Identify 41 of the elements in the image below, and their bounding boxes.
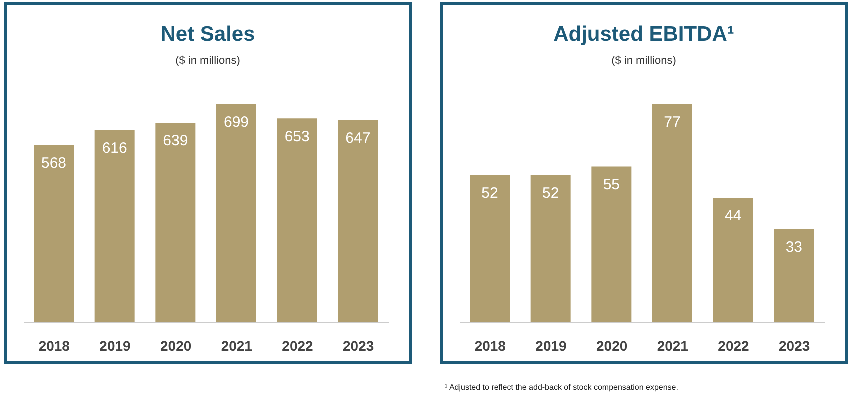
x-tick-label: 2022 [718, 338, 750, 354]
data-label: 639 [163, 132, 188, 150]
chart-subtitle: ($ in millions) [610, 55, 678, 67]
chart-title: Adjusted EBITDA¹ [552, 23, 736, 47]
bar [34, 145, 74, 323]
bar [713, 198, 754, 323]
text: ¹ Adjusted to reflect the add-back of stock compensation expense. [445, 383, 678, 392]
chart-subtitle: ($ in millions) [174, 55, 242, 67]
x-tick-label: 2022 [282, 338, 314, 354]
data-label: 647 [346, 130, 371, 148]
bar [277, 118, 318, 323]
x-tick-label: 2018 [38, 338, 70, 354]
data-label: 52 [482, 184, 498, 202]
x-tick-label: 2019 [100, 338, 132, 354]
data-label: 616 [102, 140, 128, 157]
x-tick-label: 2020 [596, 338, 628, 354]
x-tick-label: 2019 [536, 338, 568, 354]
data-label: 77 [664, 114, 681, 131]
bar [774, 229, 814, 323]
data-label: 568 [41, 154, 67, 172]
x-tick-label: 2021 [657, 338, 689, 354]
data-label: 52 [542, 184, 560, 202]
bar [156, 123, 196, 323]
data-label: 699 [224, 114, 250, 131]
data-label: 44 [724, 208, 742, 225]
bar [338, 120, 378, 323]
x-tick-label: 2023 [779, 338, 810, 354]
bar [470, 175, 510, 323]
x-tick-label: 2020 [160, 338, 192, 354]
bar [94, 130, 135, 323]
chart-title: Net Sales [160, 23, 256, 47]
x-tick-label: 2023 [343, 338, 374, 354]
bar [592, 166, 632, 323]
data-label: 33 [786, 238, 803, 256]
data-label: 653 [284, 128, 310, 146]
x-tick-label: 2018 [474, 338, 506, 354]
x-tick-label: 2021 [221, 338, 253, 354]
bar [216, 104, 256, 323]
data-label: 55 [603, 176, 620, 194]
bar [530, 175, 571, 323]
bar [652, 104, 692, 323]
